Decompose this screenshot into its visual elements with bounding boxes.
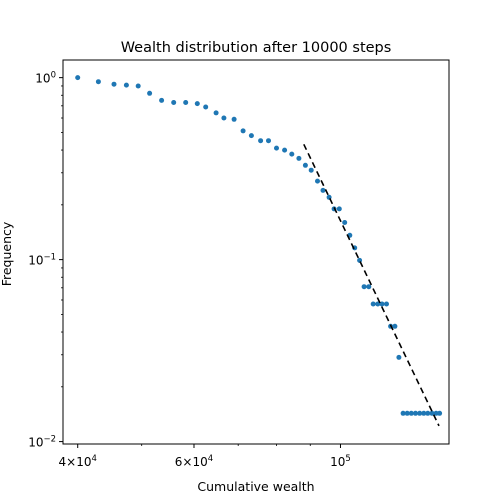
fit-line <box>303 143 440 427</box>
data-point <box>274 145 279 151</box>
data-point <box>413 410 418 416</box>
data-point <box>183 100 189 105</box>
data-point <box>302 162 308 168</box>
tick-label-exponent: −2 <box>43 435 56 445</box>
data-point <box>408 410 414 416</box>
tick-label-base: 6×10 <box>175 455 208 469</box>
chart-title: Wealth distribution after 10000 steps <box>121 40 392 56</box>
tick-label-base: 10 <box>28 436 43 450</box>
data-point <box>396 354 402 360</box>
data-point <box>221 115 227 121</box>
y-tick-label: 100 <box>35 71 56 86</box>
x-tick-label: 4×104 <box>59 454 97 469</box>
data-point <box>361 284 367 290</box>
tick-label-exponent: −1 <box>43 253 56 263</box>
data-point <box>308 167 314 173</box>
data-point <box>111 81 117 87</box>
data-point <box>336 206 342 212</box>
data-point <box>258 138 264 144</box>
data-point <box>400 410 406 416</box>
data-point <box>147 90 153 96</box>
tick-label-base: 10 <box>35 72 50 86</box>
tick-label-exponent: 4 <box>208 454 213 464</box>
data-point <box>315 178 320 184</box>
data-point <box>159 97 165 103</box>
data-point <box>203 104 209 110</box>
data-point <box>370 301 376 307</box>
data-point <box>135 83 141 89</box>
x-axis-label: Cumulative wealth <box>197 479 314 494</box>
tick-label-base: 10 <box>330 455 345 469</box>
data-point <box>194 101 200 107</box>
data-point <box>95 79 101 85</box>
data-point <box>392 323 398 329</box>
data-point <box>240 128 246 134</box>
data-point <box>342 220 348 225</box>
data-point <box>437 410 443 416</box>
data-point <box>429 410 435 416</box>
data-point <box>266 138 271 144</box>
data-point <box>231 116 237 122</box>
y-axis-label: Frequency <box>0 221 14 286</box>
tick-label-exponent: 4 <box>91 454 96 464</box>
data-point <box>425 410 431 416</box>
data-point <box>384 301 389 307</box>
x-tick-label: 6×104 <box>175 454 213 469</box>
data-point <box>320 187 326 193</box>
data-point <box>171 100 177 105</box>
tick-label-base: 10 <box>28 254 43 268</box>
x-tick-label: 105 <box>330 454 351 469</box>
y-tick-label: 10−1 <box>28 253 56 268</box>
y-tick-label: 10−2 <box>28 435 56 450</box>
data-point <box>123 82 129 88</box>
plot-frame <box>62 59 450 445</box>
data-point <box>289 151 295 157</box>
data-point <box>433 410 439 416</box>
data-point <box>379 301 385 307</box>
data-point <box>366 284 372 290</box>
data-point <box>75 75 81 81</box>
data-point <box>417 410 423 416</box>
plot-area <box>75 75 443 427</box>
tick-label-base: 4×10 <box>59 455 92 469</box>
data-point <box>248 133 254 139</box>
data-point <box>421 410 427 416</box>
data-point <box>404 410 410 416</box>
tick-label-exponent: 5 <box>345 454 350 464</box>
data-point <box>282 147 288 153</box>
data-point <box>296 155 302 161</box>
tick-label-exponent: 0 <box>51 71 56 81</box>
data-point <box>213 110 219 116</box>
